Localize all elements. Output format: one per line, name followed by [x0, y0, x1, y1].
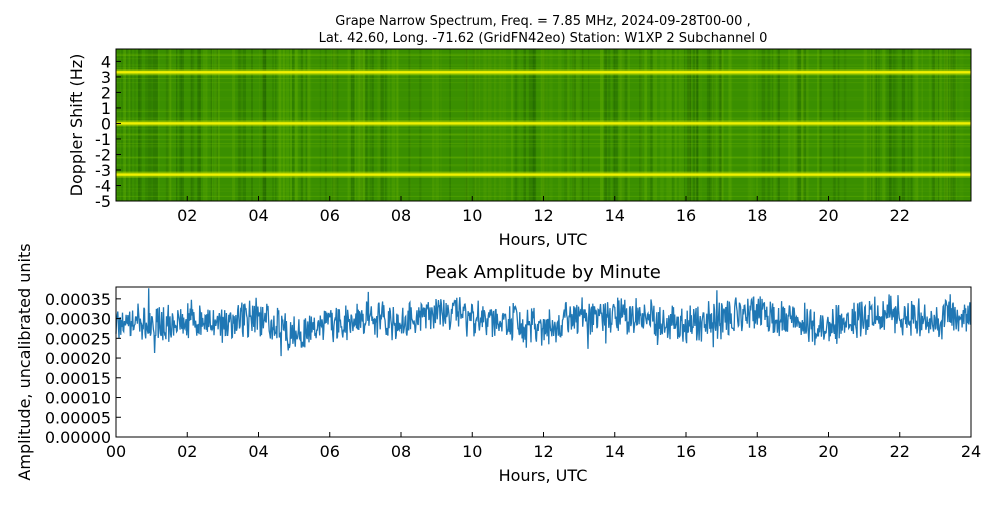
spectrogram-y-tick-label: -1: [95, 130, 111, 149]
spectrogram-band: [116, 122, 971, 125]
spectrogram-x-tick-label: 06: [320, 206, 340, 225]
spectrogram-row-noise: [116, 58, 971, 60]
spectrogram-x-tick-label: 04: [248, 206, 268, 225]
spectrogram-row-noise: [116, 127, 971, 129]
spectrogram-row-noise: [116, 157, 971, 159]
amplitude-x-tick-label: 12: [533, 442, 553, 461]
spectrogram-row-noise: [116, 144, 971, 146]
spectrogram-x-tick-label: 14: [605, 206, 625, 225]
spectrogram-bands: [116, 69, 971, 178]
amplitude-x-tick-label: 04: [248, 442, 268, 461]
spectrogram-row-noise: [116, 82, 971, 84]
amplitude-y-tick-label: 0.00015: [45, 369, 111, 388]
amplitude-x-tick-label: 18: [747, 442, 767, 461]
spectrogram-x-ticks: 02 04 06 08 10 12 14 16 18 20 22: [177, 196, 910, 225]
spectrogram-row-noise: [116, 67, 971, 69]
spectrogram-row-noise: [116, 109, 971, 111]
spectrogram-y-tick-label: -4: [95, 176, 111, 195]
spectrogram-row-noise: [116, 116, 971, 118]
amplitude-x-tick-label: 08: [391, 442, 411, 461]
amplitude-y-tick-label: 0.00005: [45, 408, 111, 427]
spectrogram-row-noise: [116, 139, 971, 141]
spectrogram-y-tick-label: 1: [101, 99, 111, 118]
spectrogram-band: [116, 71, 971, 74]
spectrogram-row-noise: [116, 118, 971, 120]
spectrogram-y-tick-label: 3: [101, 68, 111, 87]
spectrogram-row-noise: [116, 184, 971, 186]
spectrogram-x-tick-label: 18: [747, 206, 767, 225]
spectrogram-row-noise: [116, 99, 971, 101]
amplitude-x-tick-label: 16: [676, 442, 696, 461]
spectrogram-y-label: Doppler Shift (Hz): [67, 54, 86, 197]
spectrogram-row-noise: [116, 146, 971, 148]
spectrogram-x-label: Hours, UTC: [499, 230, 588, 249]
spectrogram-x-tick-label: 12: [533, 206, 553, 225]
spectrogram-y-tick-label: -5: [95, 192, 111, 211]
amplitude-x-tick-label: 14: [605, 442, 625, 461]
amplitude-y-label: Amplitude, uncalibrated units: [15, 243, 34, 480]
spectrogram-y-tick-label: 0: [101, 114, 111, 133]
spectrogram-row-noise: [116, 188, 971, 190]
spectrogram-row-noise: [116, 67, 971, 69]
spectrogram-x-tick-label: 16: [676, 206, 696, 225]
spectrogram-x-tick-label: 22: [890, 206, 910, 225]
spectrogram-band: [116, 173, 971, 176]
spectrogram-x-tick-label: 10: [462, 206, 482, 225]
amplitude-x-tick-label: 02: [177, 442, 197, 461]
amplitude-x-tick-label: 10: [462, 442, 482, 461]
amplitude-x-tick-label: 24: [961, 442, 981, 461]
amplitude-series-line: [115, 288, 972, 357]
spectrogram-row-noise: [116, 97, 971, 99]
amplitude-x-tick-label: 06: [320, 442, 340, 461]
spectrogram-panel: Grape Narrow Spectrum, Freq. = 7.85 MHz,…: [67, 14, 972, 249]
amplitude-y-tick-label: 0.00020: [45, 349, 111, 368]
amplitude-x-ticks: 00 02 04 06 08 10 12 14 16 18 20 22 24: [106, 432, 981, 461]
spectrogram-row-noise: [116, 128, 971, 130]
spectrogram-row-noise: [116, 157, 971, 158]
spectrogram-row-noise: [116, 89, 971, 91]
spectrogram-y-tick-label: 2: [101, 83, 111, 102]
spectrogram-row-noise: [116, 134, 971, 136]
spectrogram-row-noise: [116, 64, 971, 66]
spectrogram-row-noise: [116, 55, 971, 57]
amplitude-title: Peak Amplitude by Minute: [425, 262, 661, 283]
spectrogram-row-noise: [116, 164, 971, 166]
spectrogram-y-tick-label: 4: [101, 52, 111, 71]
spectrogram-y-tick-label: -3: [95, 161, 111, 180]
spectrogram-y-tick-label: -2: [95, 145, 111, 164]
spectrogram-row-noise: [116, 78, 971, 79]
amplitude-y-tick-label: 0.00000: [45, 428, 111, 447]
amplitude-x-tick-label: 20: [818, 442, 838, 461]
spectrogram-title-line2: Lat. 42.60, Long. -71.62 (GridFN42eo) St…: [319, 31, 768, 46]
amplitude-x-label: Hours, UTC: [499, 466, 588, 485]
amplitude-y-ticks: 0.000350.000300.000250.000200.000150.000…: [45, 290, 121, 447]
amplitude-y-tick-label: 0.00030: [45, 310, 111, 329]
amplitude-x-tick-label: 00: [106, 442, 126, 461]
spectrogram-row-noise: [116, 142, 971, 144]
spectrogram-row-noise: [116, 133, 971, 135]
spectrogram-row-noise: [116, 156, 971, 158]
spectrogram-row-noise: [116, 134, 971, 136]
spectrogram-row-noise: [116, 111, 971, 113]
spectrogram-row-noise: [116, 133, 971, 135]
spectrogram-row-noise: [116, 54, 971, 56]
spectrogram-row-noise: [116, 165, 971, 167]
spectrogram-x-tick-label: 08: [391, 206, 411, 225]
amplitude-panel: Peak Amplitude by Minute 0.000350.000300…: [15, 243, 981, 485]
amplitude-y-tick-label: 0.00025: [45, 329, 111, 348]
spectrogram-row-noise: [116, 53, 971, 55]
spectrogram-x-tick-label: 20: [818, 206, 838, 225]
amplitude-x-tick-label: 22: [890, 442, 910, 461]
amplitude-y-tick-label: 0.00035: [45, 290, 111, 309]
spectrogram-row-noise: [116, 139, 971, 141]
amplitude-y-tick-label: 0.00010: [45, 389, 111, 408]
spectrogram-title-line1: Grape Narrow Spectrum, Freq. = 7.85 MHz,…: [335, 14, 750, 29]
spectrogram-x-tick-label: 02: [177, 206, 197, 225]
spectrogram-row-noise: [116, 190, 971, 192]
